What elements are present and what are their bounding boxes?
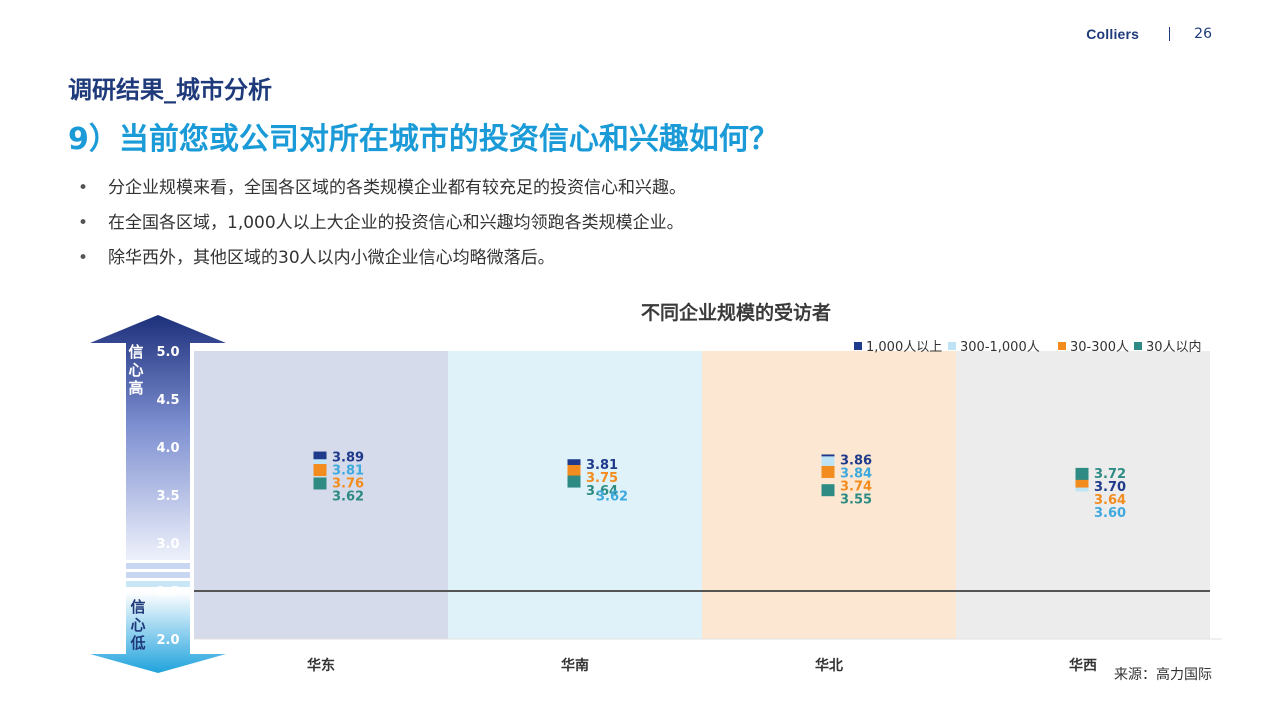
region-band	[448, 351, 702, 639]
data-label: 3.70	[1094, 480, 1126, 495]
legend-label: 30-300人	[1070, 340, 1129, 355]
bullet-item: 分企业规模来看，全国各区域的各类规模企业都有较充足的投资信心和兴趣。	[78, 176, 686, 211]
chart-title: 不同企业规模的受访者	[640, 302, 831, 324]
confidence-high-label: 信	[128, 343, 143, 361]
page-number: 26	[1194, 26, 1212, 42]
y-tick-label: 2.0	[156, 633, 179, 648]
data-marker	[313, 464, 327, 477]
legend-swatch	[1134, 342, 1142, 350]
legend-label: 300-1,000人	[960, 340, 1040, 355]
y-tick-label: 2.5	[156, 585, 179, 600]
data-label: 3.55	[840, 492, 872, 507]
data-label: 3.72	[1094, 467, 1126, 482]
confidence-high-label: 高	[128, 379, 143, 397]
legend-swatch	[854, 342, 862, 350]
data-marker	[821, 484, 835, 497]
confidence-low-label: 低	[129, 634, 145, 652]
confidence-high-label: 心	[128, 361, 143, 379]
y-tick-label: 4.5	[156, 393, 179, 408]
confidence-high-arrow	[90, 315, 226, 560]
legend-swatch	[948, 342, 956, 350]
data-label: 3.75	[586, 471, 618, 486]
y-tick-label: 4.0	[156, 441, 179, 456]
y-tick-label: 3.0	[156, 537, 179, 552]
bullet-item: 在全国各区域，1,000人以上大企业的投资信心和兴趣均领跑各类规模企业。	[78, 211, 686, 246]
brand-logo: Colliers	[1086, 26, 1140, 42]
data-label: 3.86	[840, 453, 872, 468]
legend-swatch	[1058, 342, 1066, 350]
data-label: 3.74	[840, 479, 872, 494]
bullet-item: 除华西外，其他区域的30人以内小微企业信心均略微落后。	[78, 246, 686, 281]
data-marker	[313, 477, 327, 490]
bullet-list: 分企业规模来看，全国各区域的各类规模企业都有较充足的投资信心和兴趣。 在全国各区…	[78, 176, 686, 281]
x-category-label: 华北	[815, 657, 843, 674]
x-category-label: 华东	[307, 657, 335, 674]
legend-label: 1,000人以上	[866, 340, 942, 355]
data-label: 3.81	[586, 458, 618, 473]
data-label: 3.84	[840, 466, 872, 481]
axis-break-stripe	[126, 572, 190, 578]
data-marker	[567, 465, 581, 477]
confidence-low-label: 心	[130, 616, 145, 634]
data-label: 3.89	[332, 451, 364, 466]
section-title: 调研结果_城市分析	[68, 76, 272, 104]
axis-break-stripe	[126, 563, 190, 569]
question-title: 9）当前您或公司对所在城市的投资信心和兴趣如何？	[68, 122, 779, 157]
data-marker	[1075, 467, 1089, 480]
x-category-label: 华西	[1069, 657, 1097, 674]
y-tick-label: 5.0	[156, 345, 179, 360]
data-label: 3.62	[596, 489, 628, 504]
data-label: 3.64	[586, 484, 618, 499]
data-label: 3.62	[332, 490, 364, 505]
data-label: 3.81	[332, 464, 364, 479]
data-label: 3.64	[1094, 493, 1126, 508]
data-label: 3.76	[332, 477, 364, 492]
region-band	[956, 351, 1210, 639]
confidence-low-arrow	[90, 592, 226, 673]
data-label: 3.60	[1094, 506, 1126, 521]
header-divider	[1169, 27, 1171, 41]
axis-break-stripe	[126, 581, 190, 587]
confidence-low-label: 信	[130, 598, 145, 616]
top-bar: Colliers 26	[1086, 26, 1212, 42]
region-band	[194, 351, 448, 639]
data-marker	[821, 465, 835, 478]
legend-label: 30人以内	[1146, 339, 1202, 355]
data-marker	[567, 475, 581, 488]
data-marker	[821, 456, 835, 469]
x-category-label: 华南	[561, 657, 589, 674]
source-note: 来源：高力国际	[1114, 667, 1212, 683]
y-tick-label: 3.5	[156, 489, 179, 504]
